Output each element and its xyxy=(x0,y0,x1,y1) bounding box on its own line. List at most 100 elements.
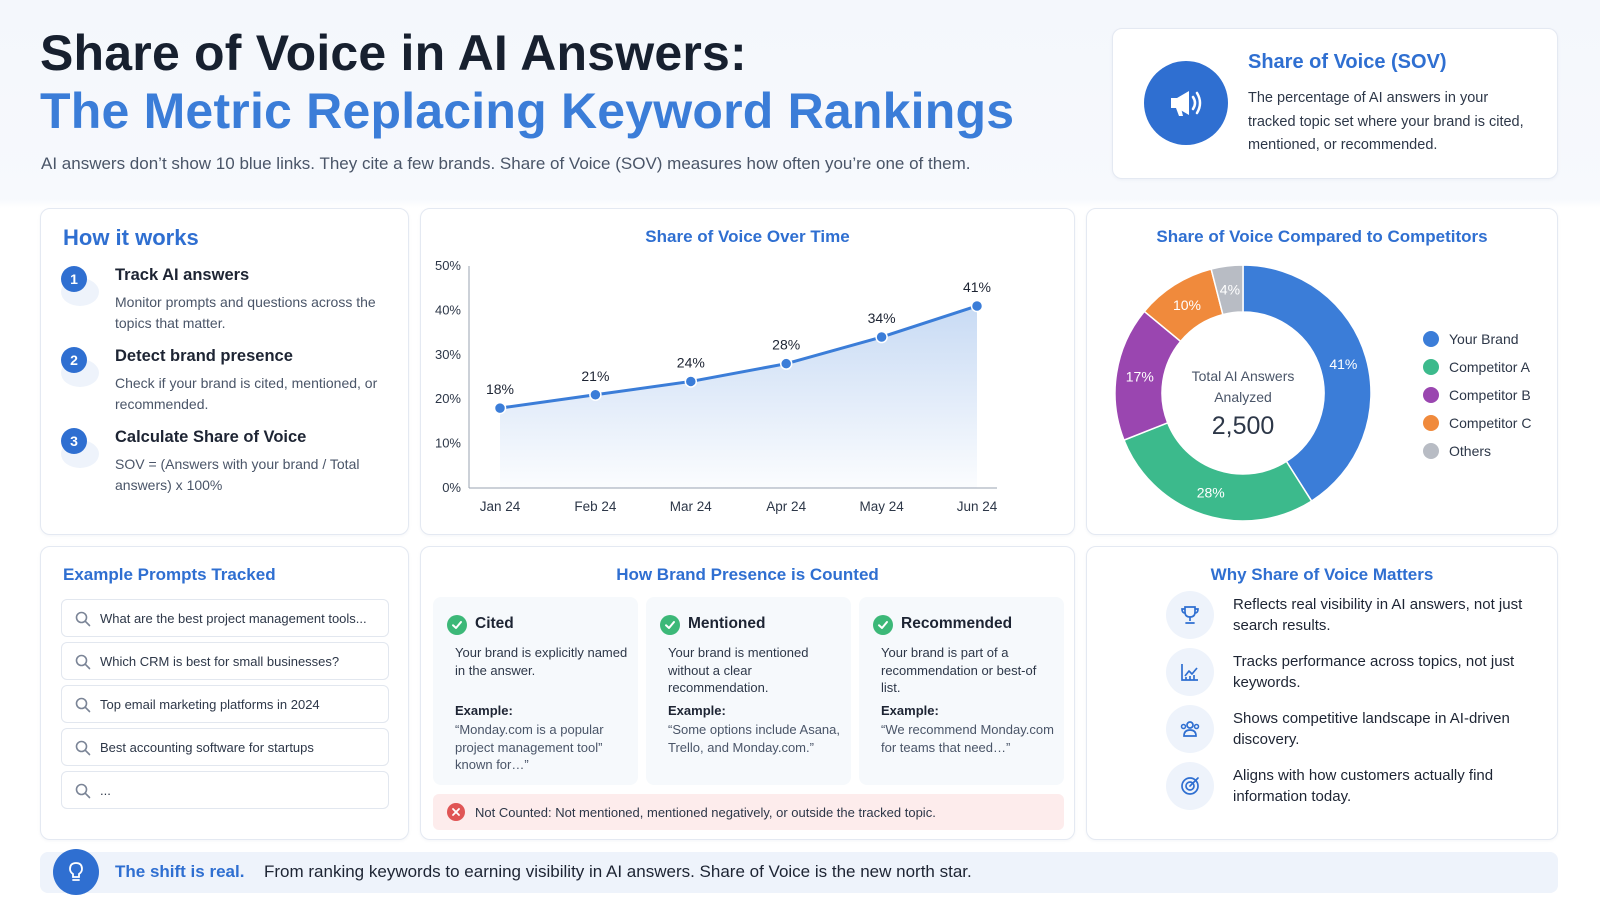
why-item-text: Shows competitive landscape in AI-driven… xyxy=(1233,710,1510,748)
presence-column-mentioned: Mentioned Your brand is mentioned withou… xyxy=(646,597,851,785)
series-line xyxy=(499,304,978,410)
search-icon xyxy=(75,783,91,799)
legend-item: Competitor A xyxy=(1423,359,1531,387)
presence-column-title: Recommended xyxy=(901,615,1013,632)
search-icon xyxy=(75,740,91,756)
legend-label: Competitor A xyxy=(1449,359,1530,375)
data-label: 34% xyxy=(868,310,896,326)
y-tick-label: 40% xyxy=(435,302,461,317)
y-tick-label: 20% xyxy=(435,391,461,406)
data-label: 24% xyxy=(677,354,705,370)
example-text: “We recommend Monday.com for teams that … xyxy=(881,722,1054,755)
line-chart-card: Share of Voice Over Time 0% 10% 20% 30% 40% 5… xyxy=(420,208,1075,535)
prompt-field[interactable]: Which CRM is best for small businesses? xyxy=(61,642,389,680)
donut-center-label: Analyzed xyxy=(1214,389,1272,405)
example-prompts-title: Example Prompts Tracked xyxy=(63,565,276,584)
prompt-field[interactable]: What are the best project management too… xyxy=(61,599,389,637)
megaphone-icon xyxy=(1144,61,1228,145)
footer-text: From ranking keywords to earning visibil… xyxy=(264,862,972,881)
step-number-badge: 2 xyxy=(61,347,87,373)
prompt-field[interactable]: Best accounting software for startups xyxy=(61,728,389,766)
presence-column-description: Your brand is mentioned without a clear … xyxy=(668,645,809,695)
legend-swatch xyxy=(1423,387,1439,403)
close-circle-icon xyxy=(447,803,465,821)
step-title: Calculate Share of Voice xyxy=(115,428,307,446)
data-point xyxy=(875,330,888,344)
line-chart-title: Share of Voice Over Time xyxy=(645,227,850,246)
page-title-line1: Share of Voice in AI Answers: xyxy=(40,25,747,81)
how-it-works-card: How it works 1 Track AI answers Monitor … xyxy=(40,208,409,535)
page-title-line2: The Metric Replacing Keyword Rankings xyxy=(40,83,1015,139)
slice-label: 17% xyxy=(1126,369,1154,385)
presence-column-title: Mentioned xyxy=(688,615,766,632)
presence-column-cited: Cited Your brand is explicitly named in … xyxy=(433,597,638,785)
sov-card-title: Share of Voice (SOV) xyxy=(1248,51,1447,73)
legend-item: Others xyxy=(1423,443,1531,471)
people-icon xyxy=(1166,705,1214,753)
legend-label: Your Brand xyxy=(1449,331,1519,347)
example-text: “Monday.com is a popular project managem… xyxy=(455,722,604,772)
data-point xyxy=(779,357,793,370)
why-item-text: Tracks performance across topics, not ju… xyxy=(1233,653,1515,691)
legend-swatch xyxy=(1423,359,1439,375)
legend-swatch xyxy=(1423,443,1439,459)
prompt-text: Top email marketing platforms in 2024 xyxy=(100,697,320,712)
donut-chart: 41% 28% 17% 10% 4% Total AI Answers Analyzed 2,… xyxy=(1114,264,1372,522)
why-item-text: Reflects real visibility in AI answers, … xyxy=(1233,596,1523,634)
example-label: Example: xyxy=(668,703,726,718)
y-tick-label: 10% xyxy=(435,436,461,451)
not-counted-note: Not Counted: Not mentioned, mentioned ne… xyxy=(433,794,1064,830)
donut-center-value: 2,500 xyxy=(1212,412,1275,440)
sov-definition-card: Share of Voice (SOV) The percentage of A… xyxy=(1112,28,1558,179)
prompt-text: Which CRM is best for small businesses? xyxy=(100,654,340,669)
search-icon xyxy=(75,697,91,713)
legend-label: Others xyxy=(1449,443,1492,459)
legend-label: Competitor B xyxy=(1449,387,1531,403)
x-tick-label: Jun 24 xyxy=(957,499,998,514)
prompt-text: What are the best project management too… xyxy=(100,611,367,626)
prompt-text: ... xyxy=(100,783,111,798)
target-icon xyxy=(1166,762,1214,810)
example-label: Example: xyxy=(881,703,939,718)
x-tick-label: Mar 24 xyxy=(670,499,713,514)
footer-banner: The shift is real. From ranking keywords… xyxy=(40,849,1558,895)
presence-column-description: Your brand is part of a recommendation o… xyxy=(881,645,1037,695)
search-icon xyxy=(75,611,91,627)
donut-chart-title: Share of Voice Compared to Competitors xyxy=(1156,227,1488,246)
example-text: “Some options include Asana, Trello, and… xyxy=(668,722,840,755)
how-it-works-title: How it works xyxy=(63,225,199,250)
y-tick-label: 30% xyxy=(435,347,461,362)
slice-label: 41% xyxy=(1329,356,1357,372)
x-tick-label: Jan 24 xyxy=(480,499,521,514)
x-tick-label: Apr 24 xyxy=(766,499,806,514)
data-point xyxy=(970,299,984,313)
x-tick-label: May 24 xyxy=(859,499,904,514)
presence-column-description: Your brand is explicitly named in the an… xyxy=(455,645,628,678)
step-number-badge: 1 xyxy=(61,266,87,292)
presence-column-recommended: Recommended Your brand is part of a reco… xyxy=(859,597,1064,785)
data-label: 21% xyxy=(581,368,609,384)
example-prompts-card: Example Prompts Tracked What are the bes… xyxy=(40,546,409,840)
step-description: Check if your brand is cited, mentioned,… xyxy=(115,375,378,412)
slice-label: 10% xyxy=(1173,297,1201,313)
footer-headline: The shift is real. xyxy=(115,862,245,881)
why-sov-matters-card: Why Share of Voice Matters Reflects real… xyxy=(1086,546,1558,840)
check-icon xyxy=(447,615,467,635)
prompt-field[interactable]: ... xyxy=(61,771,389,809)
y-tick-label: 50% xyxy=(435,258,461,273)
y-tick-label: 0% xyxy=(442,480,461,495)
legend-swatch xyxy=(1423,415,1439,431)
why-item-text: Aligns with how customers actually find … xyxy=(1233,767,1494,805)
data-point xyxy=(684,375,698,388)
x-tick-label: Feb 24 xyxy=(574,499,617,514)
data-label: 18% xyxy=(486,381,514,397)
prompt-field[interactable]: Top email marketing platforms in 2024 xyxy=(61,685,389,723)
donut-slice xyxy=(1242,264,1372,503)
legend-item: Competitor B xyxy=(1423,387,1531,415)
legend-item: Competitor C xyxy=(1423,415,1531,443)
legend-label: Competitor C xyxy=(1449,415,1532,431)
chart-legend: Your Brand Competitor A Competitor B Compet… xyxy=(1423,331,1531,471)
check-icon xyxy=(873,615,893,635)
area-fill xyxy=(500,305,977,488)
not-counted-text: Not Counted: Not mentioned, mentioned ne… xyxy=(475,805,936,820)
